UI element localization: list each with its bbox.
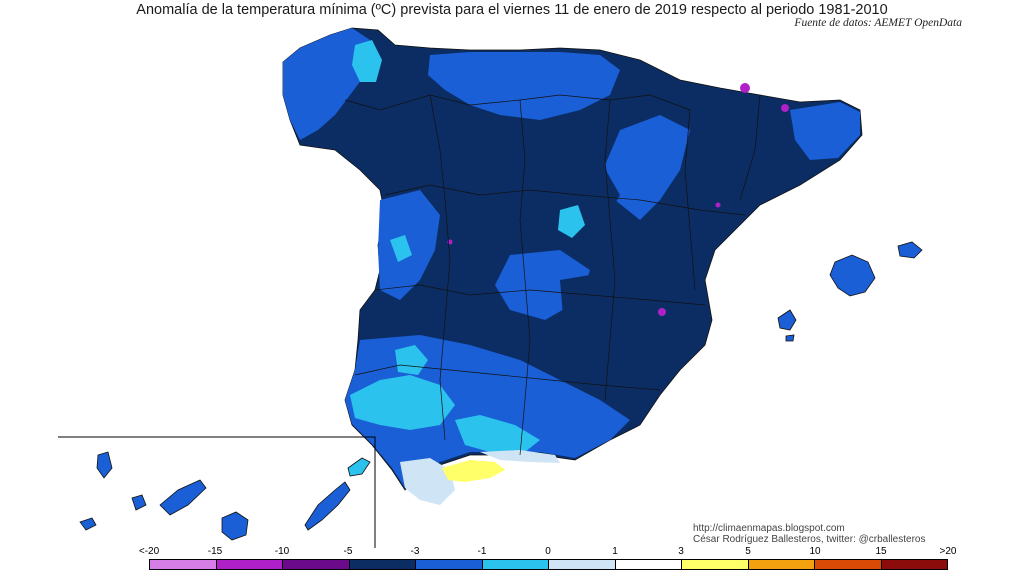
region-cold-north xyxy=(428,52,620,120)
spot-extreme-cold-catalonia xyxy=(781,104,789,112)
region-cool-madrid xyxy=(558,205,585,238)
region-very-cold-la-mancha xyxy=(560,270,680,385)
legend-swatch xyxy=(216,560,283,569)
legend-tick: <-20 xyxy=(138,546,160,557)
legend-swatch xyxy=(416,560,483,569)
author-credit: César Rodríguez Ballesteros, twitter: @c… xyxy=(693,534,926,545)
credits: http://climaenmapas.blogspot.com César R… xyxy=(693,523,925,545)
legend-ticks: <-20 -15 -10 -5 -3 -1 0 1 3 5 10 15 >20 xyxy=(0,546,1024,558)
legend-tick: -10 xyxy=(274,546,290,557)
island-gran-canaria xyxy=(221,511,249,541)
canary-inset-frame xyxy=(58,436,376,548)
region-cool-galicia xyxy=(352,40,382,82)
region-cold-catalonia xyxy=(790,102,860,160)
legend-swatch xyxy=(748,560,815,569)
region-very-cold-aragon xyxy=(690,110,790,200)
legend-swatch xyxy=(815,560,882,569)
blog-url: http://climaenmapas.blogspot.com xyxy=(693,523,845,534)
spot-extreme-cold-teruel xyxy=(658,308,666,316)
region-cold-west-centre xyxy=(378,190,440,300)
region-cool-southwest xyxy=(350,375,455,430)
legend-swatch xyxy=(150,560,217,569)
legend-tick: -15 xyxy=(207,546,223,557)
island-la-palma xyxy=(96,451,113,479)
spot-extreme-cold-pyrenees xyxy=(740,83,750,93)
island-el-hierro xyxy=(79,517,97,531)
region-near-zero-malaga xyxy=(480,450,560,463)
island-lanzarote xyxy=(347,457,371,477)
region-near-zero-cadiz xyxy=(400,458,455,505)
island-majorca xyxy=(829,254,876,297)
legend-tick: 1 xyxy=(612,546,618,557)
legend-tick: 10 xyxy=(809,546,821,557)
legend-swatch xyxy=(349,560,416,569)
legend-tick: -5 xyxy=(343,546,353,557)
region-cool-extremadura xyxy=(395,345,428,375)
legend-tick: >20 xyxy=(939,546,957,557)
region-cold-east xyxy=(605,115,690,220)
legend-swatch xyxy=(283,560,350,569)
legend-tick: 3 xyxy=(678,546,684,557)
legend-tick: -3 xyxy=(410,546,420,557)
island-la-gomera xyxy=(131,494,147,511)
region-cold-northwest xyxy=(283,28,370,140)
legend-tick: 15 xyxy=(875,546,887,557)
region-cool-guadalquivir xyxy=(455,415,540,452)
province-borders xyxy=(344,94,761,456)
legend-swatch xyxy=(482,560,549,569)
legend-swatch xyxy=(682,560,749,569)
legend-tick: -1 xyxy=(477,546,487,557)
legend-swatch xyxy=(881,560,947,569)
island-fuerteventura xyxy=(304,481,351,531)
island-formentera xyxy=(785,334,795,342)
map-title: Anomalía de la temperatura mínima (ºC) p… xyxy=(136,2,888,18)
spot-extreme-cold-aragon xyxy=(715,202,721,208)
legend-swatch xyxy=(549,560,616,569)
legend-swatch xyxy=(615,560,682,569)
region-cool-leon xyxy=(390,235,412,262)
region-warm-malaga xyxy=(442,460,505,482)
legend-tick: 0 xyxy=(545,546,551,557)
legend-tick: 5 xyxy=(745,546,751,557)
color-legend xyxy=(149,559,948,570)
island-ibiza xyxy=(777,309,797,331)
island-minorca xyxy=(897,241,923,259)
island-tenerife xyxy=(159,479,207,516)
data-source: Fuente de datos: AEMET OpenData xyxy=(794,17,962,29)
